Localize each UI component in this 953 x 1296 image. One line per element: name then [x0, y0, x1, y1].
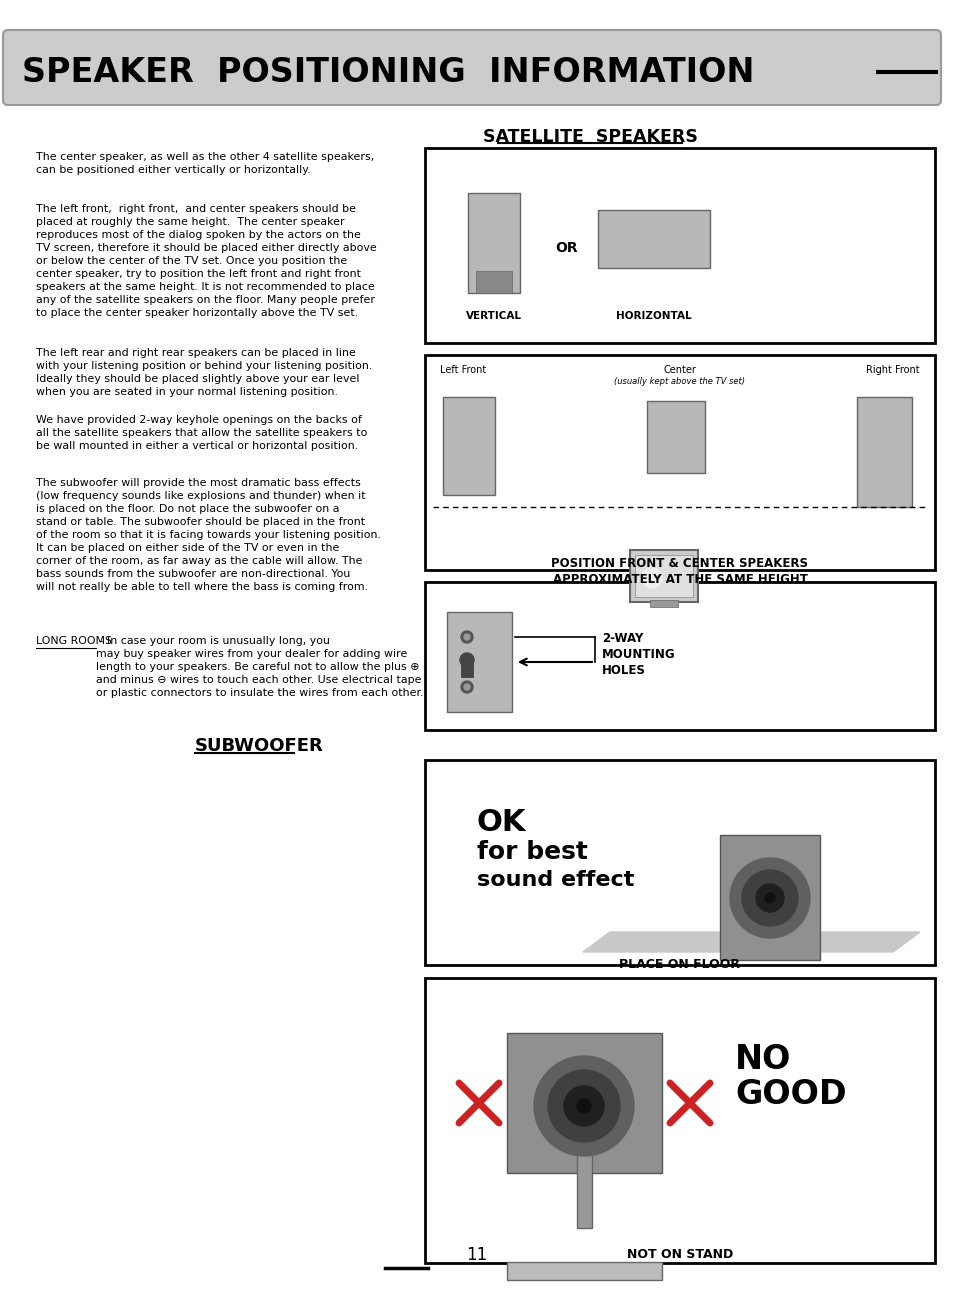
- Bar: [424, 582, 934, 730]
- Circle shape: [741, 870, 797, 927]
- Text: The subwoofer will provide the most dramatic bass effects
(low frequency sounds : The subwoofer will provide the most dram…: [36, 478, 380, 592]
- Text: NOT ON STAND: NOT ON STAND: [626, 1248, 732, 1261]
- Bar: [646, 400, 704, 473]
- Bar: [424, 148, 934, 343]
- Bar: [460, 657, 473, 677]
- Text: OR: OR: [555, 241, 578, 255]
- Bar: [720, 835, 820, 960]
- FancyBboxPatch shape: [3, 30, 940, 105]
- Text: VERTICAL: VERTICAL: [465, 311, 521, 321]
- Text: LONG ROOMS: LONG ROOMS: [36, 636, 112, 645]
- Text: OK: OK: [476, 807, 526, 837]
- Text: The center speaker, as well as the other 4 satellite speakers,
can be positioned: The center speaker, as well as the other…: [36, 152, 374, 175]
- Text: for best: for best: [476, 840, 587, 864]
- Bar: [424, 978, 934, 1264]
- Circle shape: [463, 634, 470, 640]
- Bar: [424, 355, 934, 570]
- Text: SATELLITE  SPEAKERS: SATELLITE SPEAKERS: [482, 128, 697, 146]
- Circle shape: [534, 1056, 634, 1156]
- Text: GOOD: GOOD: [734, 1078, 845, 1111]
- Circle shape: [755, 884, 783, 912]
- Text: sound effect: sound effect: [476, 870, 634, 890]
- Circle shape: [563, 1086, 603, 1126]
- Text: POSITION FRONT & CENTER SPEAKERS
APPROXIMATELY AT THE SAME HEIGHT: POSITION FRONT & CENTER SPEAKERS APPROXI…: [551, 557, 807, 586]
- Text: - In case your room is unusually long, you
may buy speaker wires from your deale: - In case your room is unusually long, y…: [96, 636, 423, 699]
- Bar: [424, 759, 934, 966]
- Text: PLACE ON FLOOR: PLACE ON FLOOR: [618, 958, 740, 971]
- Circle shape: [463, 684, 470, 689]
- Circle shape: [547, 1070, 619, 1142]
- Circle shape: [459, 653, 474, 667]
- Text: The left rear and right rear speakers can be placed in line
with your listening : The left rear and right rear speakers ca…: [36, 349, 372, 397]
- Text: SUBWOOFER: SUBWOOFER: [194, 737, 323, 756]
- Text: (usually kept above the TV set): (usually kept above the TV set): [614, 377, 744, 386]
- Text: We have provided 2-way keyhole openings on the backs of
all the satellite speake: We have provided 2-way keyhole openings …: [36, 415, 367, 451]
- Text: SPEAKER  POSITIONING  INFORMATION: SPEAKER POSITIONING INFORMATION: [22, 57, 754, 89]
- Text: The left front,  right front,  and center speakers should be
placed at roughly t: The left front, right front, and center …: [36, 203, 376, 319]
- Text: 2-WAY
MOUNTING
HOLES: 2-WAY MOUNTING HOLES: [601, 632, 675, 677]
- Text: Center: Center: [663, 365, 696, 375]
- Bar: [598, 210, 709, 268]
- Bar: [506, 1033, 661, 1173]
- Circle shape: [460, 680, 473, 693]
- Bar: [447, 612, 512, 712]
- Bar: [468, 193, 519, 293]
- Polygon shape: [582, 932, 919, 953]
- Bar: [635, 555, 692, 597]
- Bar: [856, 397, 911, 507]
- Text: HORIZONTAL: HORIZONTAL: [616, 311, 691, 321]
- Bar: [442, 397, 495, 495]
- Bar: [649, 600, 678, 607]
- Bar: [629, 550, 698, 603]
- Circle shape: [460, 631, 473, 643]
- Circle shape: [764, 893, 774, 903]
- Bar: [506, 1262, 661, 1280]
- Text: Right Front: Right Front: [865, 365, 919, 375]
- Circle shape: [577, 1099, 590, 1113]
- Text: NO: NO: [734, 1043, 791, 1076]
- Text: 11: 11: [466, 1245, 487, 1264]
- Bar: [476, 271, 512, 293]
- Text: Left Front: Left Front: [439, 365, 486, 375]
- Circle shape: [641, 568, 661, 588]
- Bar: [577, 1138, 592, 1229]
- Circle shape: [729, 858, 809, 938]
